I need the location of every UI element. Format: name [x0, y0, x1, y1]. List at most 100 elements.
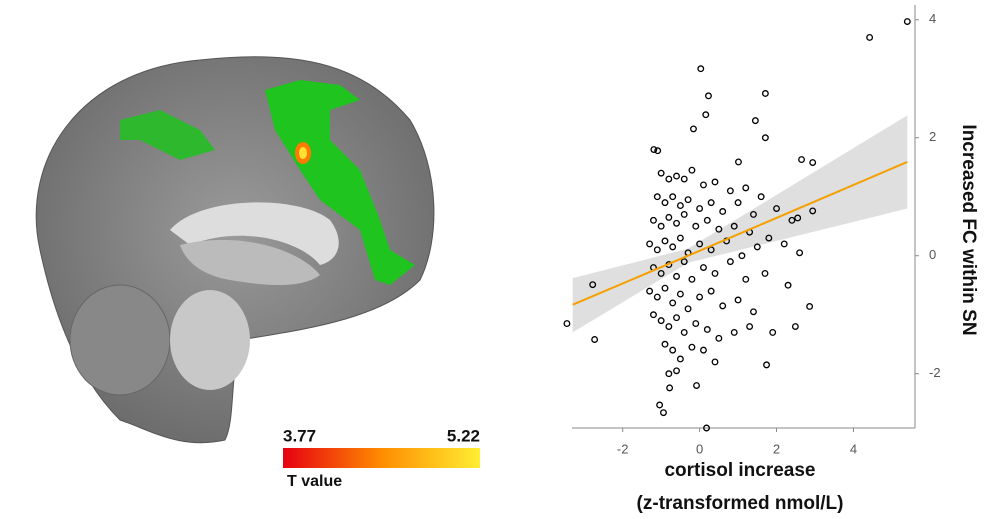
data-point: [751, 309, 757, 315]
data-point: [592, 337, 598, 343]
data-point: [670, 300, 676, 306]
data-point: [770, 330, 776, 336]
data-point: [678, 235, 684, 241]
data-point: [681, 330, 687, 336]
data-point: [651, 312, 657, 318]
colorbar-tick-label: 3.77: [283, 426, 316, 445]
data-point: [691, 126, 697, 132]
data-point: [701, 182, 707, 188]
x-tick-label: 4: [850, 441, 857, 456]
data-point: [666, 215, 672, 221]
data-point: [797, 250, 803, 256]
data-point: [651, 218, 657, 224]
data-point: [763, 91, 769, 97]
data-point: [674, 368, 680, 374]
y-axis-label: Increased FC within SN: [958, 124, 979, 335]
data-point: [763, 135, 769, 141]
data-point: [703, 112, 709, 118]
data-point: [689, 277, 695, 283]
data-point: [689, 167, 695, 173]
data-point: [670, 347, 676, 353]
x-axis-label: cortisol increase: [664, 460, 815, 481]
data-point: [747, 324, 753, 330]
y-tick-label: 2: [929, 129, 936, 144]
data-point: [689, 344, 695, 350]
data-point: [758, 194, 764, 200]
x-axis-label: (z-transformed nmol/L): [637, 493, 844, 514]
data-point: [657, 402, 663, 408]
data-point: [666, 176, 672, 182]
data-point: [662, 285, 668, 291]
data-point: [662, 238, 668, 244]
regression-line: [573, 162, 908, 305]
data-point: [712, 179, 718, 185]
data-point: [716, 336, 722, 342]
data-point: [662, 341, 668, 347]
data-point: [674, 315, 680, 321]
data-point: [658, 223, 664, 229]
data-point: [658, 170, 664, 176]
data-point: [678, 291, 684, 297]
data-point: [655, 247, 661, 253]
data-point: [705, 327, 711, 333]
data-point: [667, 385, 673, 391]
data-point: [799, 157, 805, 163]
data-point: [564, 321, 570, 327]
data-point: [678, 356, 684, 362]
data-point: [712, 359, 718, 365]
data-point: [753, 118, 759, 124]
data-point: [655, 294, 661, 300]
x-tick-label: -2: [617, 441, 629, 456]
data-point: [647, 288, 653, 294]
data-point: [807, 304, 813, 310]
data-point: [708, 200, 714, 206]
data-point: [735, 200, 741, 206]
data-point: [666, 324, 672, 330]
data-point: [694, 383, 700, 389]
data-point: [658, 318, 664, 324]
x-tick-label: 0: [696, 441, 703, 456]
data-point: [706, 93, 712, 99]
data-point: [743, 185, 749, 191]
data-point: [705, 218, 711, 224]
confidence-band: [573, 115, 908, 332]
data-point: [678, 203, 684, 209]
data-point: [701, 347, 707, 353]
data-point: [661, 410, 667, 416]
data-point: [697, 206, 703, 212]
data-point: [674, 173, 680, 179]
data-point: [905, 19, 911, 25]
figure: 3.775.22T value-2024-2024cortisol increa…: [0, 0, 991, 519]
data-point: [762, 271, 768, 277]
data-point: [681, 176, 687, 182]
data-point: [735, 297, 741, 303]
data-point: [693, 321, 699, 327]
data-point: [674, 220, 680, 226]
colorbar: [283, 448, 480, 468]
data-point: [736, 159, 742, 165]
data-point: [739, 253, 745, 259]
data-point: [708, 288, 714, 294]
data-point: [681, 212, 687, 218]
data-point: [764, 362, 770, 368]
data-point: [655, 194, 661, 200]
y-tick-label: 4: [929, 11, 936, 26]
data-point: [701, 265, 707, 271]
data-point: [647, 241, 653, 247]
data-point: [685, 197, 691, 203]
data-point: [712, 271, 718, 277]
data-point: [674, 274, 680, 280]
data-point: [698, 66, 704, 72]
data-point: [697, 294, 703, 300]
data-point: [785, 282, 791, 288]
data-point: [666, 371, 672, 377]
data-point: [810, 160, 816, 166]
colorbar-label: T value: [287, 473, 342, 490]
data-point: [731, 330, 737, 336]
data-point: [670, 244, 676, 250]
data-point: [670, 194, 676, 200]
data-point: [662, 200, 668, 206]
data-point: [720, 209, 726, 215]
brain-image: [36, 57, 434, 443]
data-point: [867, 35, 873, 41]
